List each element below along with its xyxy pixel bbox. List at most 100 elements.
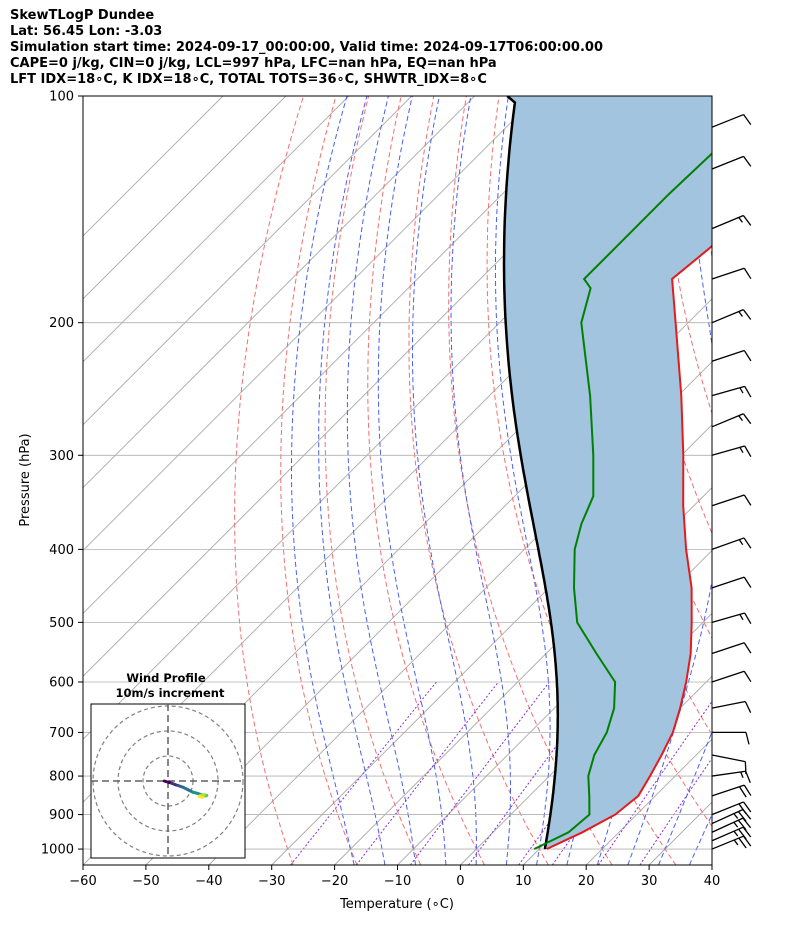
wind-barb-staff bbox=[711, 349, 745, 362]
wind-barb-staff bbox=[711, 642, 745, 655]
wind-barb-staff bbox=[711, 267, 745, 280]
wind-barb bbox=[711, 214, 752, 230]
wind-barb bbox=[711, 445, 752, 457]
hodograph-plot bbox=[91, 704, 245, 858]
x-tick-label: 10 bbox=[515, 874, 532, 889]
time-line: Simulation start time: 2024-09-17_00:00:… bbox=[10, 40, 603, 55]
wind-barb-flag bbox=[744, 445, 752, 457]
isotherm-line bbox=[775, 96, 794, 865]
y-tick-label: 500 bbox=[49, 616, 74, 631]
wind-barb-flag bbox=[743, 494, 752, 506]
wind-barb bbox=[711, 801, 752, 816]
wind-barb-staff bbox=[711, 808, 744, 825]
wind-barb-half-flag bbox=[739, 447, 744, 454]
wind-barb-flag bbox=[744, 386, 752, 398]
wind-barb-staff bbox=[711, 700, 746, 709]
wind-barb-flag bbox=[742, 215, 752, 226]
temperature-line bbox=[546, 244, 712, 850]
wind-barb-half-flag bbox=[740, 771, 744, 778]
x-axis: −60 −50 −40 −30 −20 −10 0 10 20 30 40 bbox=[69, 865, 720, 889]
dry-adiabat-line bbox=[448, 96, 613, 865]
profile-lines bbox=[502, 96, 712, 850]
wind-barb-flag bbox=[743, 576, 752, 588]
wind-barb bbox=[711, 826, 752, 842]
wind-barb bbox=[711, 349, 752, 362]
moist-adiabat-line bbox=[658, 730, 712, 865]
y-tick-label: 400 bbox=[49, 543, 74, 558]
mixing-ratio-line bbox=[468, 681, 605, 865]
wind-barb-staff bbox=[711, 770, 746, 777]
wind-barb-flag bbox=[743, 350, 752, 362]
y-tick-label: 900 bbox=[49, 808, 74, 823]
location-line: Lat: 56.45 Lon: -3.03 bbox=[10, 24, 163, 39]
wind-barb bbox=[711, 754, 747, 775]
dry-adiabat-line bbox=[234, 96, 304, 865]
isotherm-line bbox=[83, 96, 224, 237]
dewpoint-line bbox=[533, 152, 712, 850]
wind-barb-staff bbox=[711, 113, 744, 128]
wind-barb bbox=[711, 700, 752, 713]
y-tick-label: 300 bbox=[49, 449, 74, 464]
wind-barb-half-flag bbox=[738, 539, 744, 546]
hodograph-subtitle: 10m/s increment bbox=[116, 686, 225, 700]
x-tick-label: −30 bbox=[258, 874, 285, 889]
wind-barb-staff bbox=[711, 754, 746, 763]
y-tick-label: 200 bbox=[49, 316, 74, 331]
wind-barb-staff bbox=[711, 537, 745, 550]
wind-barb-flag bbox=[743, 114, 752, 125]
wind-barb bbox=[711, 770, 751, 783]
wind-barb-flag bbox=[738, 786, 747, 798]
y-axis-label: Pressure (hPa) bbox=[18, 433, 33, 526]
wind-barb-half-flag bbox=[738, 311, 743, 317]
wind-barb-flag bbox=[738, 837, 747, 849]
x-tick-label: −50 bbox=[132, 874, 159, 889]
wind-barb bbox=[711, 612, 752, 625]
dry-adiabat-line bbox=[367, 96, 485, 865]
wind-barb-half-flag bbox=[739, 387, 744, 394]
wind-barb-flag bbox=[743, 267, 752, 280]
wind-barb-flag bbox=[742, 413, 752, 425]
mixing-ratio-line bbox=[597, 700, 712, 865]
wind-barb-flag bbox=[742, 826, 752, 838]
wind-barb-half-flag bbox=[739, 614, 744, 621]
wind-barb-staff bbox=[711, 445, 745, 456]
hodograph-trace-segment bbox=[197, 795, 205, 799]
moist-adiabat-line bbox=[627, 96, 712, 865]
wind-barb bbox=[711, 309, 752, 324]
dry-adiabat-line bbox=[280, 96, 358, 865]
isotherm-line bbox=[334, 486, 712, 865]
wind-barb-half-flag bbox=[733, 813, 739, 819]
mixing-ratio-line bbox=[409, 681, 550, 865]
y-axis: 1000 900 800 700 600 500 400 300 200 100 bbox=[41, 90, 83, 858]
isotherm-line bbox=[83, 96, 287, 300]
wind-barb-staff bbox=[711, 835, 744, 850]
wind-barb bbox=[712, 731, 750, 745]
wind-barb bbox=[711, 413, 752, 428]
wind-barb-staff bbox=[711, 385, 745, 397]
wind-barb-staff bbox=[711, 494, 745, 507]
dry-adiabat-line bbox=[760, 96, 794, 865]
isotherm-line bbox=[711, 864, 712, 865]
stability-line: CAPE=0 j/kg, CIN=0 j/kg, LCL=997 hPa, LF… bbox=[10, 56, 497, 71]
wind-barb-staff bbox=[711, 826, 744, 842]
x-axis-label: Temperature (∘C) bbox=[339, 897, 454, 912]
dry-adiabat-line bbox=[324, 96, 422, 865]
station-title: SkewTLogP Dundee bbox=[10, 8, 155, 23]
wind-barb bbox=[711, 155, 752, 170]
wind-barb bbox=[711, 113, 752, 128]
x-tick-label: 0 bbox=[456, 874, 464, 889]
wind-barb bbox=[711, 784, 752, 798]
wind-barb-flag bbox=[737, 811, 747, 822]
wind-barb-flag bbox=[743, 642, 752, 654]
dry-adiabat-line bbox=[661, 96, 712, 415]
x-tick-label: 20 bbox=[578, 874, 595, 889]
wind-barb-half-flag bbox=[738, 415, 743, 422]
isotherm-line bbox=[83, 96, 538, 552]
wind-barb-flag bbox=[742, 309, 752, 320]
moist-adiabat-line bbox=[346, 96, 416, 865]
wind-barb-staff bbox=[711, 612, 745, 623]
wind-barb bbox=[711, 267, 752, 280]
mixing-ratio-line bbox=[290, 681, 437, 865]
x-tick-label: −60 bbox=[69, 874, 96, 889]
